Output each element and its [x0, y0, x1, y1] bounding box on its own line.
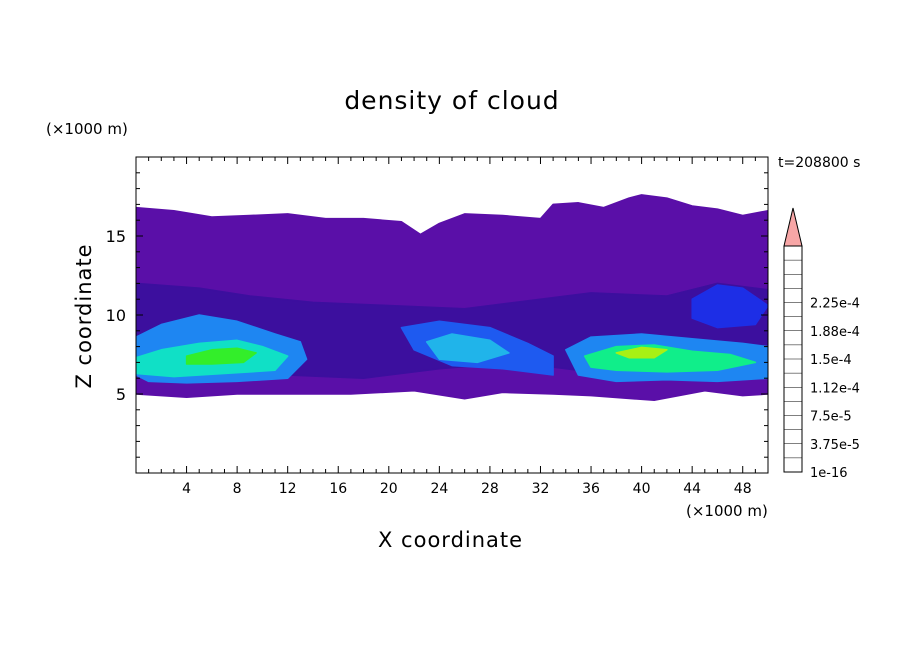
- colorbar-tick-label: 1.88e-4: [810, 325, 860, 340]
- x-tick-label: 28: [481, 481, 499, 497]
- x-tick-label: 36: [582, 481, 600, 497]
- cloud-region-central-band-inner: [425, 333, 510, 364]
- colorbar-overflow-arrow: [783, 207, 803, 247]
- cloud-region-east-core-peak: [615, 346, 668, 359]
- x-tick-label: 48: [734, 481, 752, 497]
- y-tick-label: 15: [106, 227, 126, 246]
- colorbar-tick-label: 1e-16: [810, 466, 848, 481]
- y-axis-unit: (×1000 m): [46, 120, 128, 138]
- time-label: t=208800 s: [778, 155, 861, 171]
- colorbar-tick-label: 1.5e-4: [810, 353, 852, 368]
- x-tick-label: 16: [329, 481, 347, 497]
- cloud-field: [136, 194, 768, 402]
- x-tick-label: 32: [532, 481, 550, 497]
- x-axis-unit: (×1000 m): [686, 502, 768, 520]
- x-tick-label: 40: [633, 481, 651, 497]
- x-tick-label: 20: [380, 481, 398, 497]
- cloud-region-west-core-peak: [185, 347, 257, 365]
- x-tick-label: 12: [279, 481, 297, 497]
- colorbar-tick-label: 1.12e-4: [810, 381, 860, 396]
- y-tick-label: 5: [116, 385, 126, 404]
- colorbar-tick-label: 7.5e-5: [810, 410, 852, 425]
- x-tick-label: 24: [430, 481, 448, 497]
- colorbar-tick-label: 3.75e-5: [810, 438, 860, 453]
- x-tick-label: 8: [233, 481, 242, 497]
- x-tick-label: 44: [683, 481, 701, 497]
- x-tick-label: 4: [182, 481, 191, 497]
- chart-title: density of cloud: [344, 86, 560, 115]
- y-tick-label: 10: [106, 306, 126, 325]
- colorbar-tick-label: 2.25e-4: [810, 297, 860, 312]
- x-axis-label: X coordinate: [378, 528, 524, 552]
